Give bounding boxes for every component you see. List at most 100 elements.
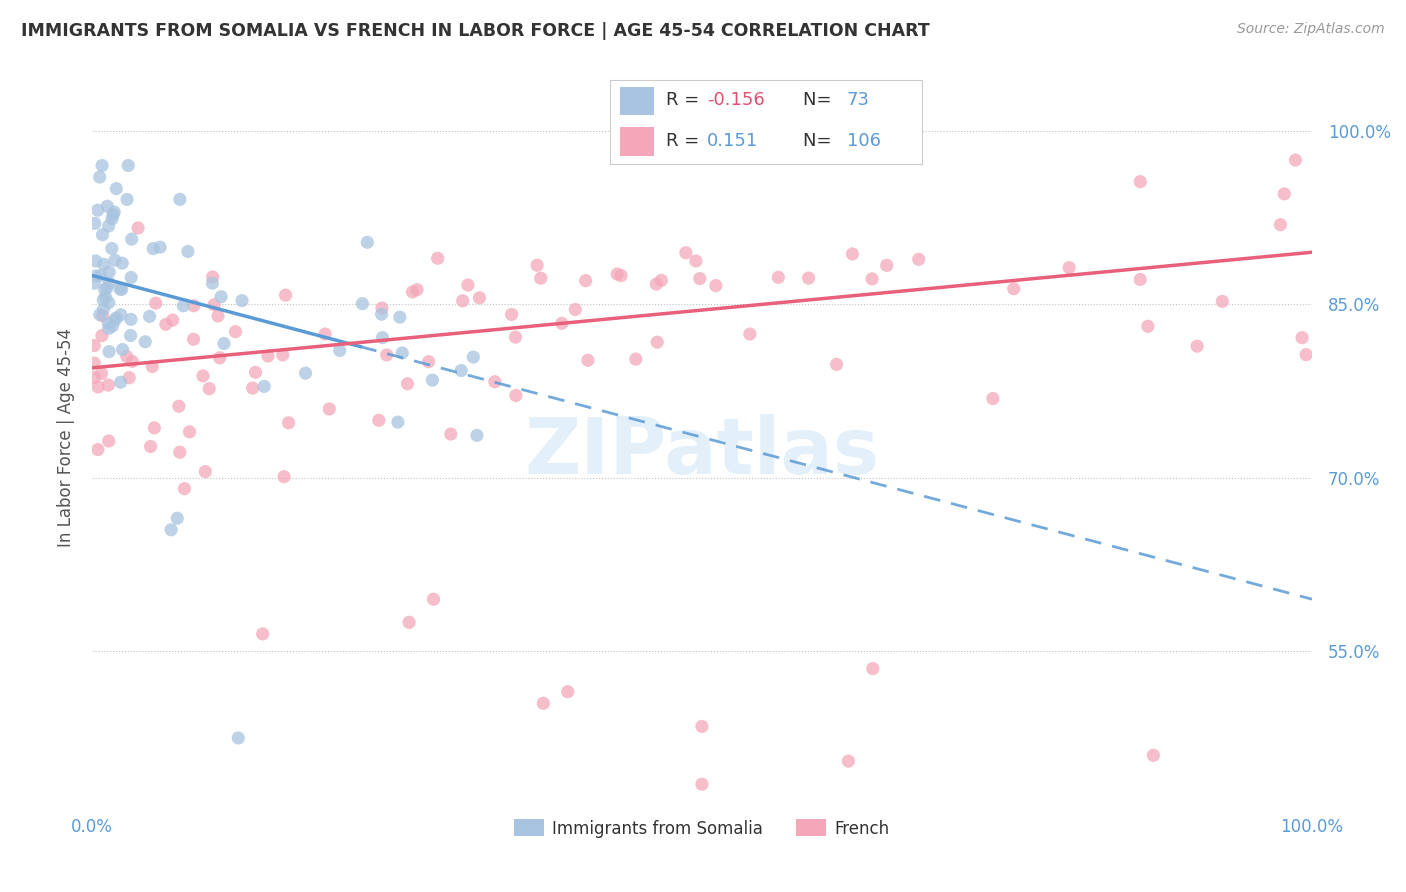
Point bbox=[201, 269, 224, 284]
Point bbox=[457, 278, 479, 293]
Point bbox=[93, 257, 115, 271]
Point bbox=[650, 273, 672, 287]
Point bbox=[101, 208, 124, 222]
Point bbox=[90, 268, 112, 283]
Point bbox=[314, 326, 336, 341]
Point bbox=[406, 283, 429, 297]
Point bbox=[1002, 282, 1025, 296]
Point bbox=[575, 274, 598, 288]
Point bbox=[83, 356, 105, 370]
Point bbox=[318, 402, 340, 417]
Point bbox=[768, 270, 790, 285]
Point bbox=[451, 293, 474, 308]
Point bbox=[1057, 260, 1080, 275]
Point bbox=[484, 375, 506, 389]
Point bbox=[501, 308, 523, 322]
Point bbox=[252, 627, 274, 641]
Point bbox=[208, 351, 231, 365]
Point bbox=[83, 277, 105, 291]
Point bbox=[645, 335, 668, 350]
Point bbox=[1211, 294, 1233, 309]
Point bbox=[98, 265, 121, 279]
Point bbox=[111, 343, 134, 357]
Point bbox=[93, 283, 115, 297]
Point bbox=[194, 465, 217, 479]
Point bbox=[576, 353, 599, 368]
Point bbox=[93, 302, 115, 317]
Point bbox=[862, 662, 884, 676]
Point bbox=[91, 227, 114, 242]
Point bbox=[468, 291, 491, 305]
Point bbox=[371, 331, 394, 345]
Point bbox=[145, 296, 167, 310]
Point bbox=[690, 777, 713, 791]
Point bbox=[401, 285, 423, 299]
Point bbox=[367, 413, 389, 427]
Text: IMMIGRANTS FROM SOMALIA VS FRENCH IN LABOR FORCE | AGE 45-54 CORRELATION CHART: IMMIGRANTS FROM SOMALIA VS FRENCH IN LAB… bbox=[21, 22, 929, 40]
Point bbox=[162, 313, 184, 327]
Point bbox=[179, 425, 201, 439]
Point bbox=[209, 290, 232, 304]
Point bbox=[294, 366, 316, 380]
Point bbox=[98, 344, 121, 359]
Point bbox=[329, 343, 352, 358]
Point bbox=[83, 216, 105, 230]
Point bbox=[120, 312, 142, 326]
Point bbox=[1295, 348, 1317, 362]
Point bbox=[97, 295, 120, 310]
Point bbox=[183, 332, 205, 346]
Point bbox=[191, 368, 214, 383]
Point bbox=[689, 271, 711, 285]
Point bbox=[675, 245, 697, 260]
Point bbox=[108, 282, 131, 296]
Point bbox=[90, 367, 112, 381]
Point bbox=[160, 523, 183, 537]
Point bbox=[101, 318, 124, 333]
Point bbox=[141, 359, 163, 374]
Point bbox=[177, 244, 200, 259]
Point bbox=[201, 276, 224, 290]
Point bbox=[91, 159, 114, 173]
Point bbox=[551, 316, 574, 330]
Text: ZIPatlas: ZIPatlas bbox=[524, 414, 879, 490]
Point bbox=[1270, 218, 1292, 232]
Point bbox=[606, 267, 628, 281]
Point bbox=[396, 376, 419, 391]
Point bbox=[169, 445, 191, 459]
Legend: Immigrants from Somalia, French: Immigrants from Somalia, French bbox=[508, 813, 897, 844]
Point bbox=[1129, 272, 1152, 286]
Point bbox=[207, 309, 229, 323]
Point bbox=[94, 290, 117, 304]
Point bbox=[139, 440, 162, 454]
Point bbox=[837, 754, 859, 768]
Point bbox=[440, 427, 463, 442]
Point bbox=[121, 354, 143, 368]
Point bbox=[87, 203, 110, 218]
Point bbox=[97, 321, 120, 335]
Point bbox=[375, 348, 398, 362]
Point bbox=[1142, 748, 1164, 763]
Point bbox=[104, 313, 127, 327]
Point bbox=[531, 696, 554, 710]
Point bbox=[1129, 175, 1152, 189]
Point bbox=[91, 309, 114, 323]
Point bbox=[391, 346, 413, 360]
Point bbox=[97, 434, 120, 448]
Point bbox=[356, 235, 378, 250]
Point bbox=[526, 258, 548, 272]
Point bbox=[89, 170, 111, 185]
Point bbox=[83, 370, 105, 384]
Point bbox=[172, 299, 194, 313]
Point bbox=[1291, 331, 1313, 345]
Point bbox=[398, 615, 420, 630]
Point bbox=[87, 442, 110, 457]
Point bbox=[110, 375, 132, 389]
Point bbox=[155, 318, 177, 332]
Point bbox=[169, 192, 191, 206]
Point bbox=[138, 310, 160, 324]
Point bbox=[277, 416, 299, 430]
Point bbox=[120, 328, 142, 343]
Point bbox=[104, 311, 127, 326]
Point bbox=[89, 308, 111, 322]
Point bbox=[370, 307, 392, 321]
